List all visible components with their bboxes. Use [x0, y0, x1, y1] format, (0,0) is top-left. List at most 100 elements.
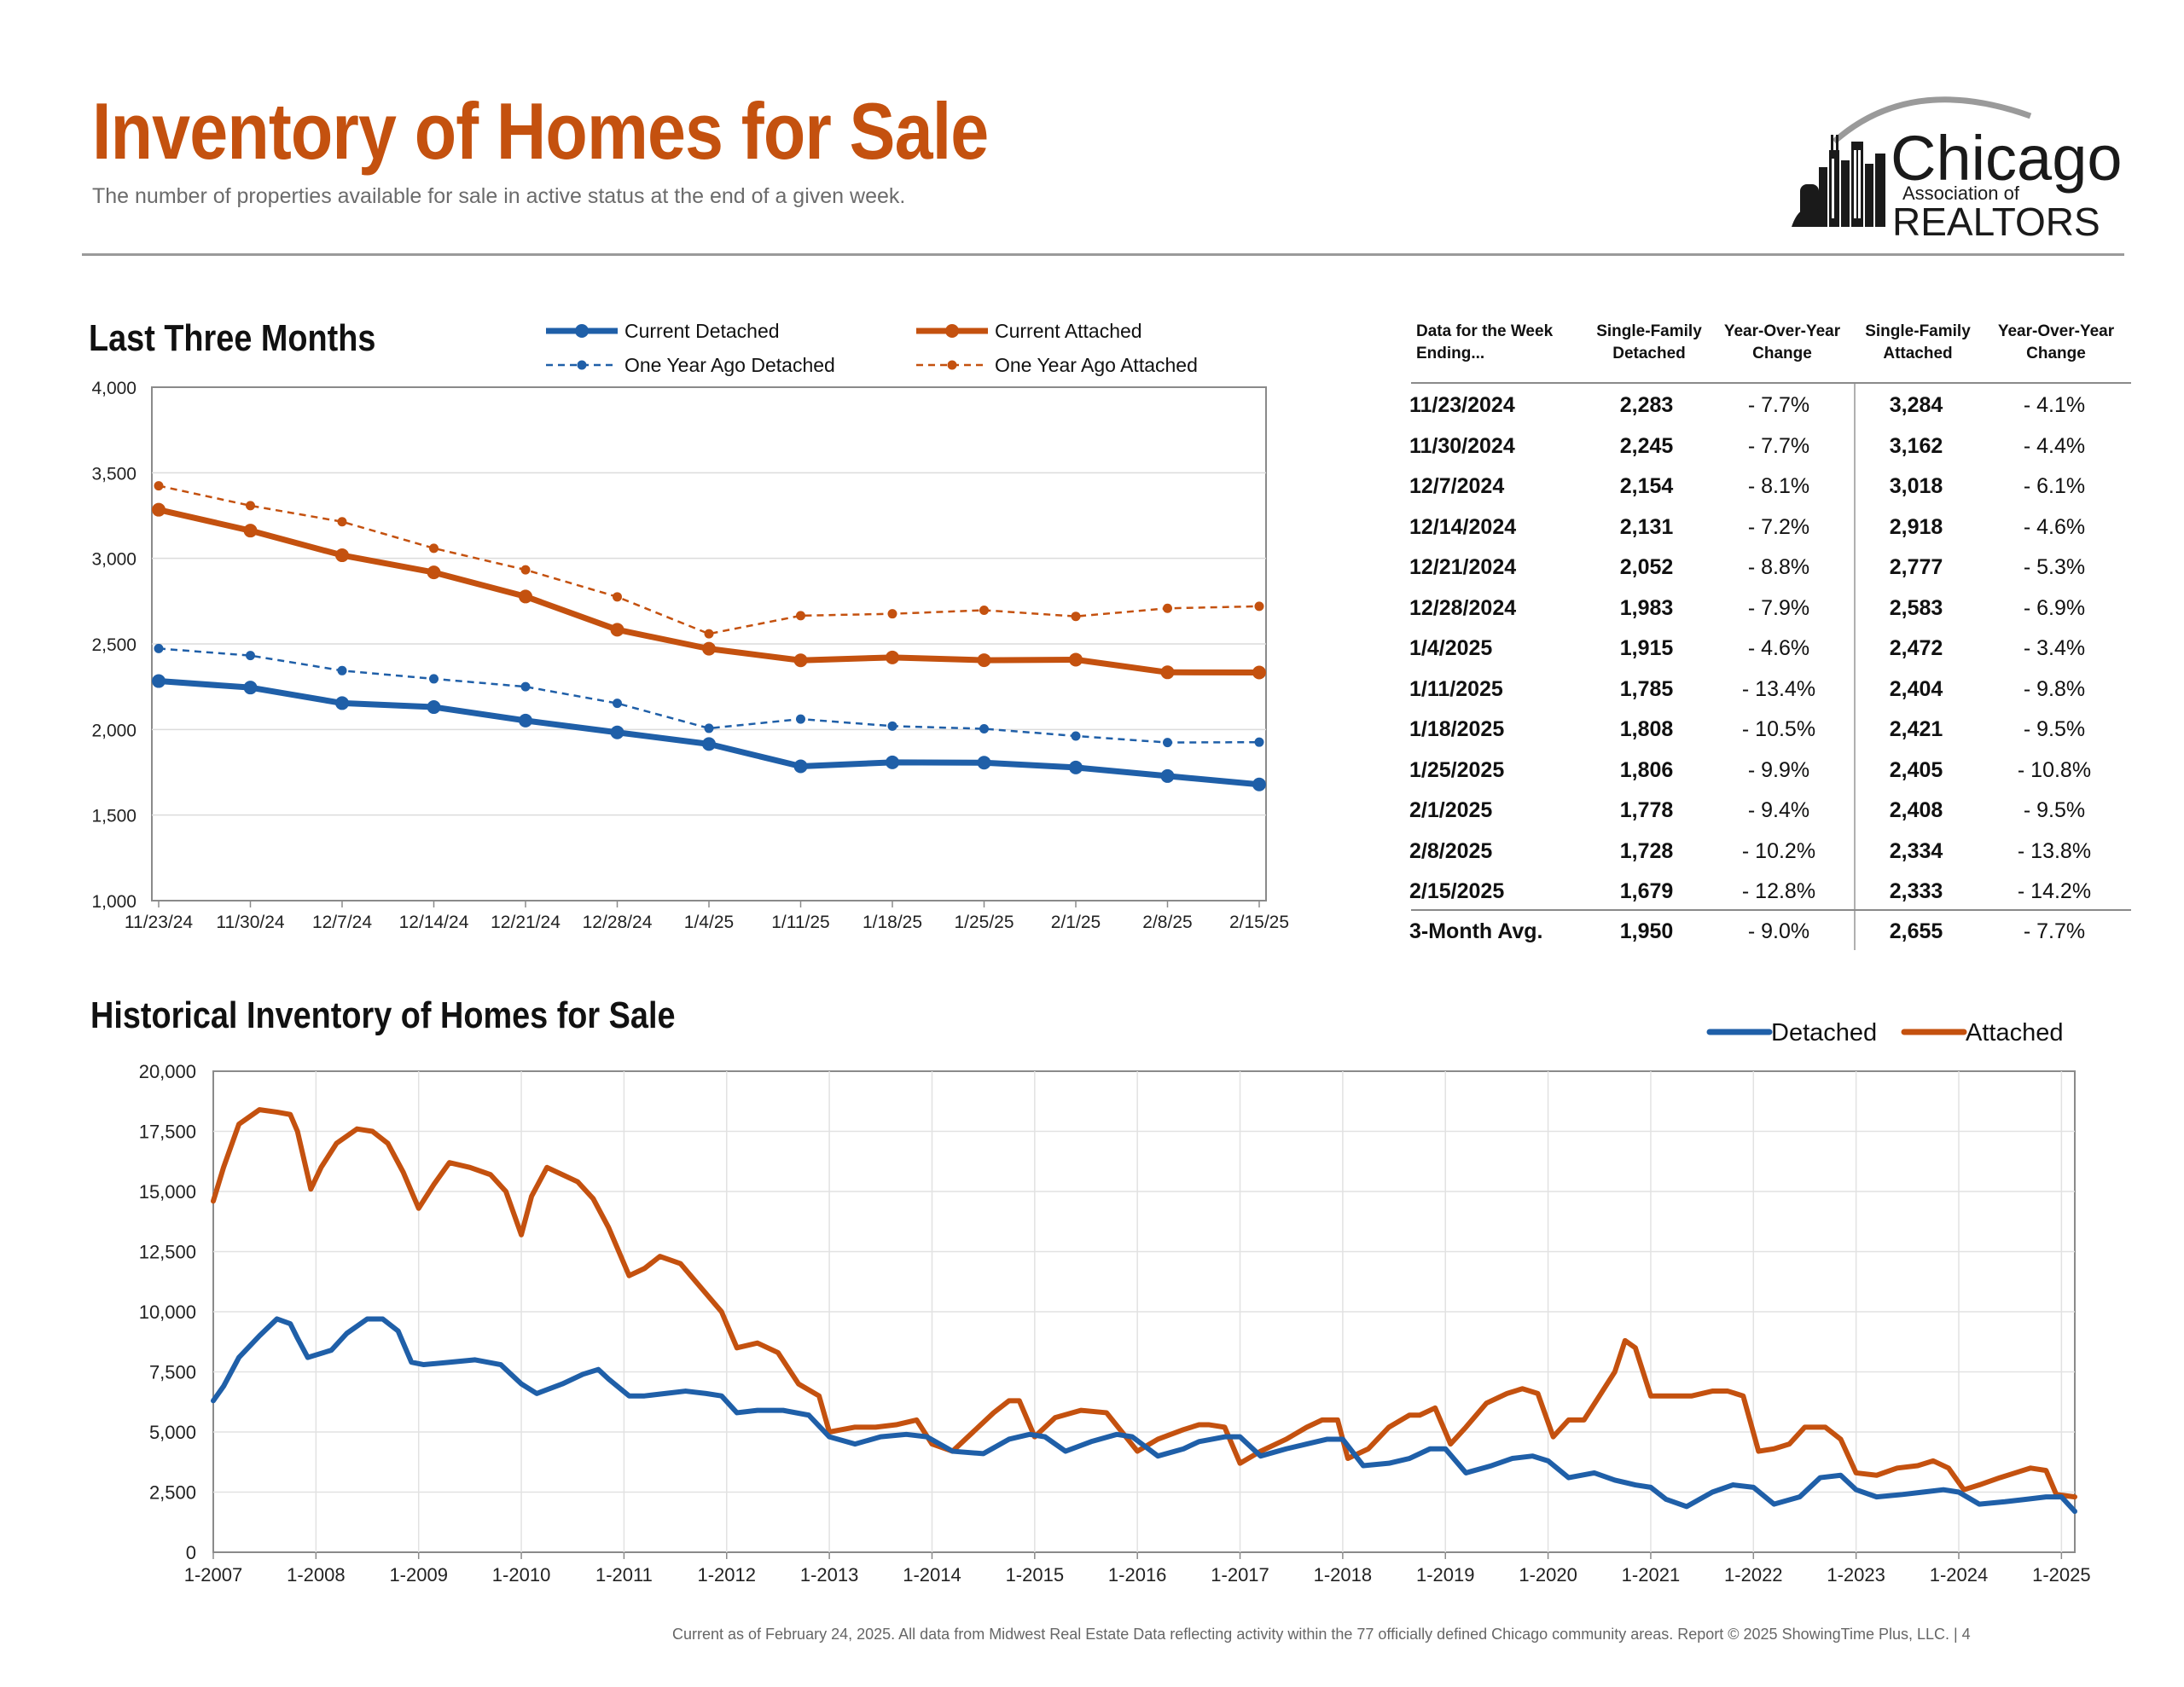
- data-point: [154, 643, 164, 653]
- table-average-row: 3-Month Avg. 1,950 - 9.0% 2,655 - 7.7%: [1406, 912, 2131, 952]
- cell-attached-yoy: - 13.8%: [2017, 838, 2092, 863]
- cell-attached-yoy: - 9.8%: [2023, 676, 2086, 701]
- data-point: [979, 605, 989, 615]
- cell-detached-yoy: - 9.9%: [1747, 757, 1810, 782]
- table-row: 12/14/2024 2,131 - 7.2% 2,918 - 4.6%: [1406, 507, 2131, 548]
- cell-detached-value: 1,806: [1619, 757, 1674, 782]
- table-row: 11/23/2024 2,283 - 7.7% 3,284 - 4.1%: [1406, 386, 2131, 426]
- data-point: [793, 653, 808, 668]
- logo-text-chicago: Chicago: [1891, 123, 2123, 194]
- x-tick-label: 1-2015: [1006, 1564, 1065, 1586]
- cell-detached-value: 1,983: [1619, 595, 1674, 620]
- data-point: [335, 548, 349, 563]
- table-row: 12/7/2024 2,154 - 8.1% 3,018 - 6.1%: [1406, 467, 2131, 507]
- table-header-week: Data for the Week Ending...: [1416, 322, 1554, 362]
- cell-attached-value: 3,284: [1889, 393, 1943, 417]
- x-tick-label: 1-2016: [1108, 1564, 1167, 1586]
- y-tick-label: 2,000: [91, 721, 136, 740]
- data-point: [520, 565, 531, 575]
- x-tick-label: 12/28/24: [583, 913, 653, 932]
- cell-attached-value: 2,583: [1889, 595, 1943, 620]
- cell-attached-yoy: - 6.1%: [2023, 474, 2086, 498]
- table-row: 2/8/2025 1,728 - 10.2% 2,334 - 13.8%: [1406, 832, 2131, 872]
- data-point: [1252, 665, 1266, 680]
- cell-week-ending: 1/4/2025: [1409, 636, 1493, 660]
- table-column-divider: [1854, 384, 1856, 950]
- y-tick-label: 0: [186, 1542, 196, 1563]
- data-point: [886, 755, 899, 769]
- y-tick-label: 2,500: [149, 1482, 196, 1504]
- cell-attached-value: 3,018: [1889, 474, 1943, 498]
- legend-label: Detached: [1771, 1019, 1877, 1046]
- data-point: [610, 623, 624, 637]
- x-tick-label: 1-2014: [903, 1564, 961, 1586]
- table-row: 1/4/2025 1,915 - 4.6% 2,472 - 3.4%: [1406, 629, 2131, 669]
- y-tick-label: 20,000: [139, 1061, 196, 1082]
- x-tick-label: 1-2018: [1314, 1564, 1373, 1586]
- x-tick-label: 1-2013: [800, 1564, 859, 1586]
- table-header-detached-yoy: Year-Over-Year Change: [1723, 322, 1841, 362]
- data-point: [429, 674, 439, 684]
- cell-attached-value: 2,421: [1889, 717, 1943, 741]
- cell-detached-value: 2,052: [1619, 555, 1674, 579]
- table-header-attached-yoy: Year-Over-Year Change: [1997, 322, 2115, 362]
- cell-week-ending: 12/14/2024: [1409, 514, 1517, 539]
- cell-attached-value: 2,472: [1889, 636, 1943, 660]
- data-point: [429, 543, 439, 554]
- x-tick-label: 1-2017: [1211, 1564, 1269, 1586]
- cell-detached-yoy: - 7.2%: [1747, 514, 1810, 539]
- cell-detached-yoy: - 12.8%: [1741, 879, 1816, 903]
- cell-week-ending: 2/1/2025: [1409, 798, 1493, 822]
- table-row: 2/15/2025 1,679 - 12.8% 2,333 - 14.2%: [1406, 872, 2131, 912]
- page-title: Inventory of Homes for Sale: [92, 86, 989, 176]
- cell-week-ending: 12/28/2024: [1409, 595, 1517, 620]
- cell-attached-yoy: - 5.3%: [2023, 555, 2086, 579]
- x-tick-label: 1-2024: [1930, 1564, 1989, 1586]
- data-point: [613, 699, 622, 709]
- historical-chart: 0 2,500 5,000 7,500 10,000 12,500 15,000 17,500…: [139, 1019, 2091, 1586]
- cell-attached-value: 2,408: [1889, 798, 1943, 822]
- data-point: [337, 517, 347, 527]
- data-point: [1163, 603, 1172, 613]
- cell-attached-yoy: - 4.1%: [2023, 393, 2086, 417]
- table-row: 1/25/2025 1,806 - 9.9% 2,405 - 10.8%: [1406, 751, 2131, 791]
- data-point: [702, 737, 716, 751]
- data-point: [246, 501, 255, 511]
- table-row: 12/21/2024 2,052 - 8.8% 2,777 - 5.3%: [1406, 548, 2131, 588]
- data-point: [886, 650, 899, 664]
- x-tick-label: 12/14/24: [399, 913, 469, 932]
- y-tick-label: 17,500: [139, 1122, 196, 1143]
- cell-detached-yoy: - 13.4%: [1741, 676, 1816, 701]
- data-point: [519, 713, 532, 728]
- table-header-attached: Single-Family Attached: [1865, 322, 1971, 362]
- cell-attached-value: 2,333: [1889, 879, 1943, 903]
- x-tick-label: 1-2008: [287, 1564, 346, 1586]
- data-point: [243, 524, 258, 538]
- legend-marker: [947, 360, 957, 370]
- cell-attached-yoy: - 3.4%: [2023, 636, 2086, 660]
- x-tick-label: 2/15/25: [1229, 913, 1289, 932]
- data-point: [704, 723, 714, 733]
- data-point: [704, 629, 714, 639]
- data-point: [796, 611, 805, 621]
- y-tick-label: 10,000: [139, 1301, 196, 1323]
- cell-week-ending: 1/11/2025: [1409, 676, 1503, 701]
- cell-attached-yoy: - 14.2%: [2017, 879, 2092, 903]
- table-average-rule: [1411, 909, 2131, 911]
- data-point: [610, 725, 624, 739]
- x-tick-label: 1-2007: [184, 1564, 243, 1586]
- table-header-detached: Single-Family Detached: [1596, 322, 1702, 362]
- cell-detached-value: 2,283: [1619, 393, 1674, 417]
- y-tick-label: 3,000: [91, 550, 136, 570]
- data-point: [1163, 738, 1172, 748]
- data-point: [1069, 760, 1083, 774]
- x-tick-label: 1-2019: [1416, 1564, 1475, 1586]
- cell-week-ending: 1/25/2025: [1409, 757, 1505, 782]
- cell-week-ending: 2/15/2025: [1409, 879, 1505, 903]
- cell-detached-yoy: - 8.1%: [1747, 474, 1810, 498]
- cell-detached-value: 2,131: [1619, 514, 1674, 539]
- y-tick-label: 4,000: [91, 379, 136, 398]
- x-tick-label: 2/8/25: [1142, 913, 1192, 932]
- legend-marker: [575, 324, 589, 338]
- three-month-chart: 1,000 1,500 2,000 2,500 3,000 3,500 4,000 11/23…: [91, 320, 1289, 932]
